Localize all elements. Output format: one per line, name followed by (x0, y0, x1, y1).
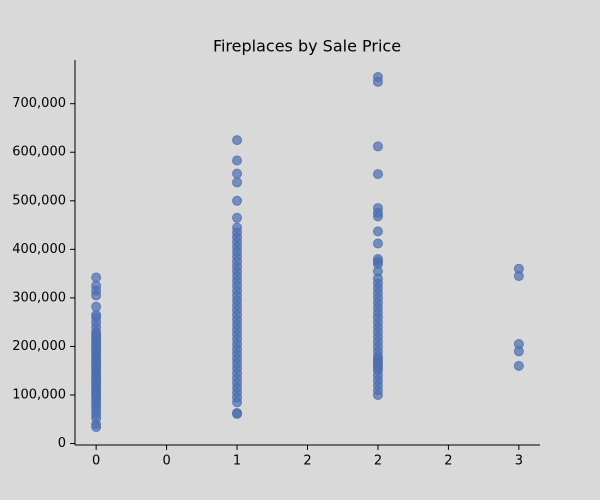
point (513, 339, 524, 350)
point (372, 203, 383, 214)
y-tick-label: 700,000 (12, 96, 66, 111)
point (372, 254, 383, 265)
point (232, 195, 243, 206)
point (91, 309, 102, 320)
x-tick-label: 2 (374, 454, 382, 469)
y-tick-label: 300,000 (12, 290, 66, 305)
x-tick-label: 2 (303, 454, 311, 469)
y-tick-label: 0 (58, 436, 66, 451)
point (372, 226, 383, 237)
point (232, 212, 243, 223)
point (91, 280, 102, 291)
x-tick-label: 0 (92, 454, 100, 469)
y-tick-label: 100,000 (12, 387, 66, 402)
point (513, 263, 524, 274)
x-tick-label: 2 (444, 454, 452, 469)
y-tick-label: 200,000 (12, 339, 66, 354)
x-tick-label: 1 (233, 454, 241, 469)
point (372, 238, 383, 249)
point (232, 177, 243, 188)
chart-title: Fireplaces by Sale Price (213, 37, 401, 56)
point (91, 272, 102, 283)
x-tick-label: 3 (515, 454, 523, 469)
point (232, 168, 243, 179)
point (513, 360, 524, 371)
point (232, 135, 243, 146)
x-tick-label: 0 (162, 454, 170, 469)
point (372, 141, 383, 152)
point (232, 155, 243, 166)
point (232, 407, 243, 418)
y-tick-label: 600,000 (12, 145, 66, 160)
point (232, 222, 243, 233)
point (372, 71, 383, 82)
point (372, 169, 383, 180)
point (91, 301, 102, 312)
y-tick-label: 400,000 (12, 242, 66, 257)
y-tick-label: 500,000 (12, 193, 66, 208)
